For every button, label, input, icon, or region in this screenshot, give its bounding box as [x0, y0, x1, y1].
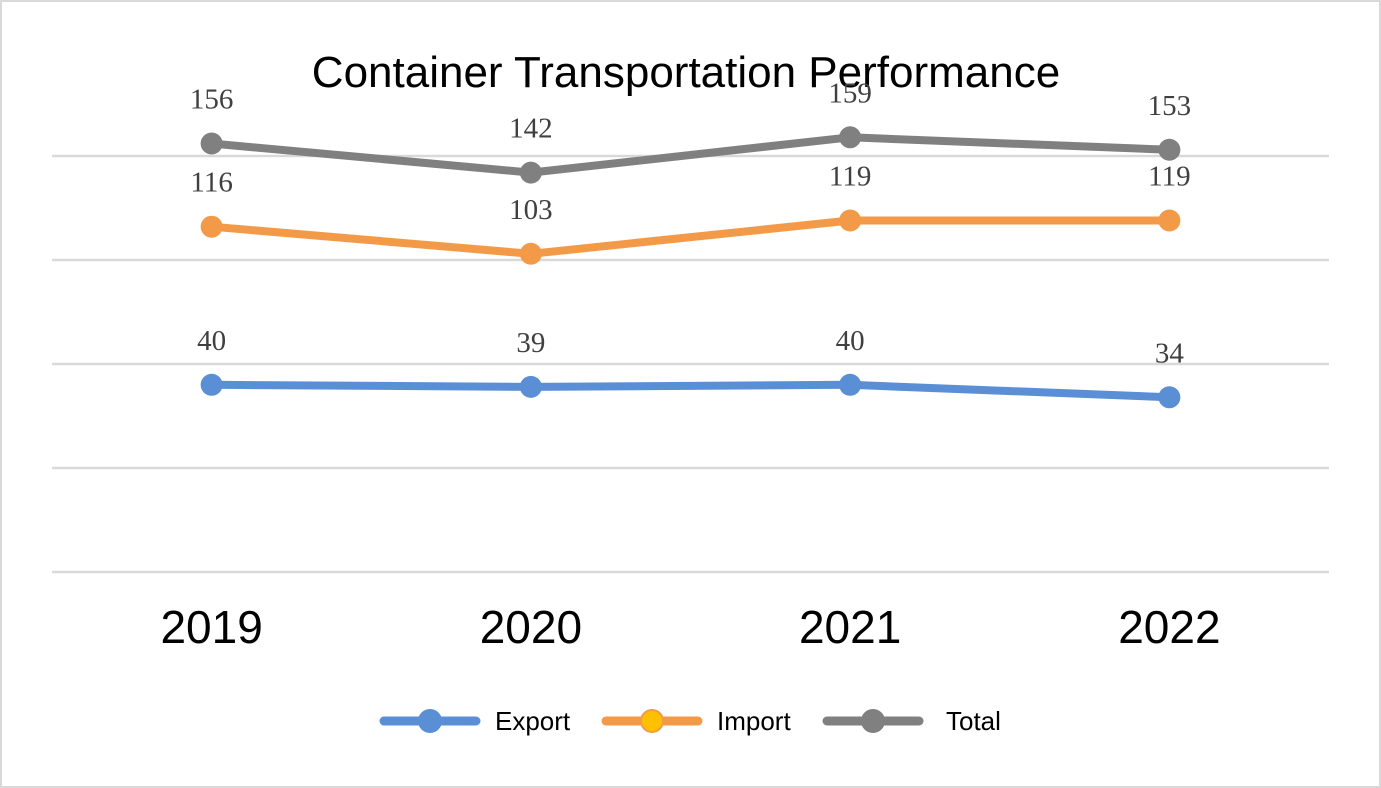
series-lines: [207, 133, 1174, 402]
legend-marker: [418, 709, 442, 733]
import-data-label: 116: [190, 167, 232, 199]
legend-marker: [861, 709, 885, 733]
total-point: [200, 132, 223, 155]
total-point: [519, 161, 542, 184]
series-points: [200, 126, 1181, 409]
import-point: [200, 215, 223, 238]
x-axis-tick-labels: 2019 2020 2021 2022: [160, 601, 1220, 653]
import-point: [839, 209, 862, 232]
legend: Export Import Total: [379, 706, 1001, 736]
export-point: [1158, 386, 1181, 409]
legend-label: Total: [946, 706, 1001, 736]
legend-item-export: Export: [379, 706, 571, 736]
total-point: [1158, 138, 1181, 161]
import-data-label: 119: [829, 160, 871, 192]
legend-item-total: Total: [822, 706, 1001, 736]
import-point: [519, 242, 542, 265]
import-point: [1158, 209, 1181, 232]
export-data-label: 40: [197, 325, 226, 357]
export-data-label: 34: [1155, 337, 1185, 369]
export-point: [200, 373, 223, 396]
import-data-label: 119: [1148, 160, 1190, 192]
total-point: [839, 126, 862, 149]
x-tick-label: 2022: [1118, 601, 1220, 653]
legend-marker: [640, 709, 664, 733]
legend-label: Export: [495, 706, 571, 736]
x-tick-label: 2021: [799, 601, 901, 653]
export-series-line: [207, 380, 1174, 402]
total-data-label: 153: [1148, 90, 1192, 122]
total-series-line: [207, 133, 1174, 177]
import-series-line: [207, 216, 1174, 258]
export-data-label: 39: [516, 327, 545, 359]
legend-item-import: Import: [601, 706, 791, 736]
export-point: [519, 375, 542, 398]
import-data-label: 103: [509, 194, 553, 226]
total-data-label: 142: [509, 113, 553, 145]
legend-label: Import: [717, 706, 791, 736]
chart-title: Container Transportation Performance: [312, 48, 1060, 97]
total-data-label: 156: [190, 84, 234, 116]
export-data-label: 40: [836, 325, 865, 357]
x-tick-label: 2020: [480, 601, 582, 653]
total-data-label: 159: [828, 77, 872, 109]
data-labels: 40 39 40 34 116 103 119 119 156 142 159 153: [190, 77, 1191, 369]
x-tick-label: 2019: [160, 601, 262, 653]
export-point: [839, 373, 862, 396]
